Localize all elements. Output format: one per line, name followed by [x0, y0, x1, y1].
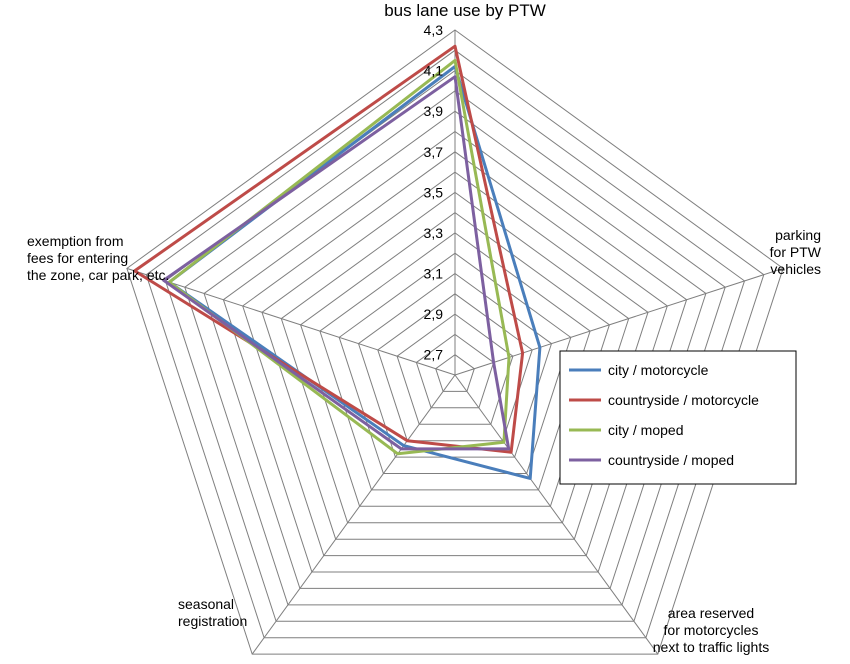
radial-tick-labels: 2,7 2,9 3,1 3,3 3,5 3,7 3,9 4,1 4,3: [424, 22, 444, 363]
data-point: [509, 451, 513, 454]
data-point: [162, 279, 165, 282]
legend-box: [559, 350, 797, 485]
legend-label: city / moped: [608, 422, 683, 438]
grid-ring: [300, 211, 610, 507]
data-point: [406, 439, 409, 442]
data-point: [396, 452, 399, 455]
data-point: [502, 441, 506, 444]
data-point: [507, 356, 511, 359]
series-line: [162, 75, 511, 451]
grid-ring: [203, 110, 707, 589]
grid-ring: [145, 49, 765, 639]
legend-label: countryside / moped: [608, 452, 734, 468]
data-point: [521, 351, 524, 355]
grid-ring: [338, 252, 572, 474]
grid-ring: [415, 333, 495, 409]
grid-ring: [184, 90, 726, 606]
tick-label: 2,9: [424, 306, 444, 322]
radar-series: [133, 44, 542, 480]
axis-label-parking: parking for PTW vehicles: [769, 227, 821, 277]
legend-label: countryside / motorcycle: [608, 392, 759, 408]
tick-label: 3,1: [424, 266, 444, 282]
tick-label: 2,7: [424, 347, 444, 363]
axis-label-seasonal: seasonal registration: [178, 596, 248, 629]
spoke-line: [251, 374, 456, 655]
data-point: [133, 269, 136, 273]
data-point: [538, 346, 542, 349]
axis-label-area-reserved: area reserved for motorcycles next to tr…: [652, 605, 770, 655]
data-point: [453, 59, 457, 62]
chart-title: bus lane use by PTW: [384, 1, 546, 20]
grid-ring: [319, 232, 591, 491]
legend-label: city / motorcycle: [608, 362, 709, 378]
radar-grid: [126, 29, 784, 655]
data-point: [529, 477, 532, 480]
tick-label: 4,3: [424, 22, 444, 38]
legend: city / motorcycle countryside / motorcycl…: [559, 350, 797, 485]
data-point: [453, 45, 457, 48]
grid-ring: [126, 29, 784, 655]
grid-ring: [280, 191, 630, 524]
radar-spokes: [126, 30, 784, 655]
spoke-line: [454, 374, 659, 655]
data-point: [400, 447, 403, 451]
spoke-line: [126, 267, 456, 376]
tick-label: 4,1: [424, 63, 444, 79]
data-point: [492, 361, 495, 364]
tick-label: 3,3: [424, 225, 444, 241]
data-point: [507, 447, 510, 451]
tick-label: 3,9: [424, 103, 444, 119]
data-point: [453, 75, 457, 78]
tick-label: 3,5: [424, 184, 444, 200]
axis-label-exemption: exemption from fees for entering the zon…: [27, 233, 170, 283]
grid-ring: [435, 354, 475, 392]
data-point: [402, 444, 405, 447]
grid-ring: [261, 171, 649, 540]
grid-ring: [222, 130, 688, 573]
grid-ring: [396, 313, 514, 425]
tick-label: 3,7: [424, 144, 444, 160]
grid-ring: [242, 151, 668, 557]
